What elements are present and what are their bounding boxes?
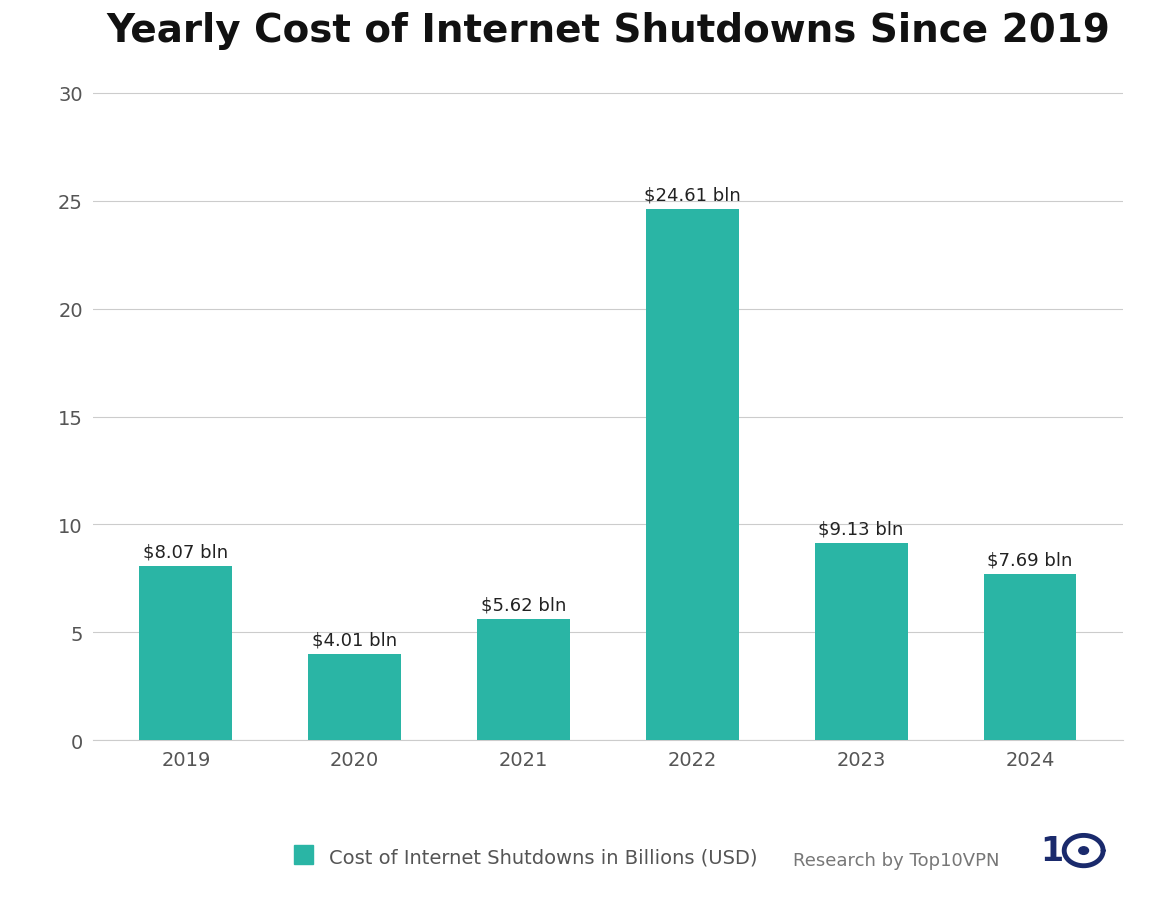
Bar — [139, 566, 233, 740]
Bar — [477, 619, 570, 740]
Text: Research by Top10VPN: Research by Top10VPN — [793, 851, 999, 869]
Text: $7.69 bln: $7.69 bln — [988, 552, 1072, 569]
Text: $9.13 bln: $9.13 bln — [819, 520, 904, 538]
Text: $5.62 bln: $5.62 bln — [481, 596, 566, 614]
Text: 1: 1 — [1040, 834, 1063, 867]
Text: $8.07 bln: $8.07 bln — [144, 543, 228, 561]
Title: Yearly Cost of Internet Shutdowns Since 2019: Yearly Cost of Internet Shutdowns Since … — [107, 12, 1109, 50]
Legend: Cost of Internet Shutdowns in Billions (USD): Cost of Internet Shutdowns in Billions (… — [284, 837, 767, 876]
Bar — [983, 574, 1077, 740]
Bar — [646, 210, 739, 740]
Text: $4.01 bln: $4.01 bln — [313, 630, 397, 648]
Text: $24.61 bln: $24.61 bln — [644, 187, 741, 205]
Circle shape — [1079, 847, 1089, 854]
Bar — [308, 654, 401, 740]
Bar — [815, 544, 908, 740]
